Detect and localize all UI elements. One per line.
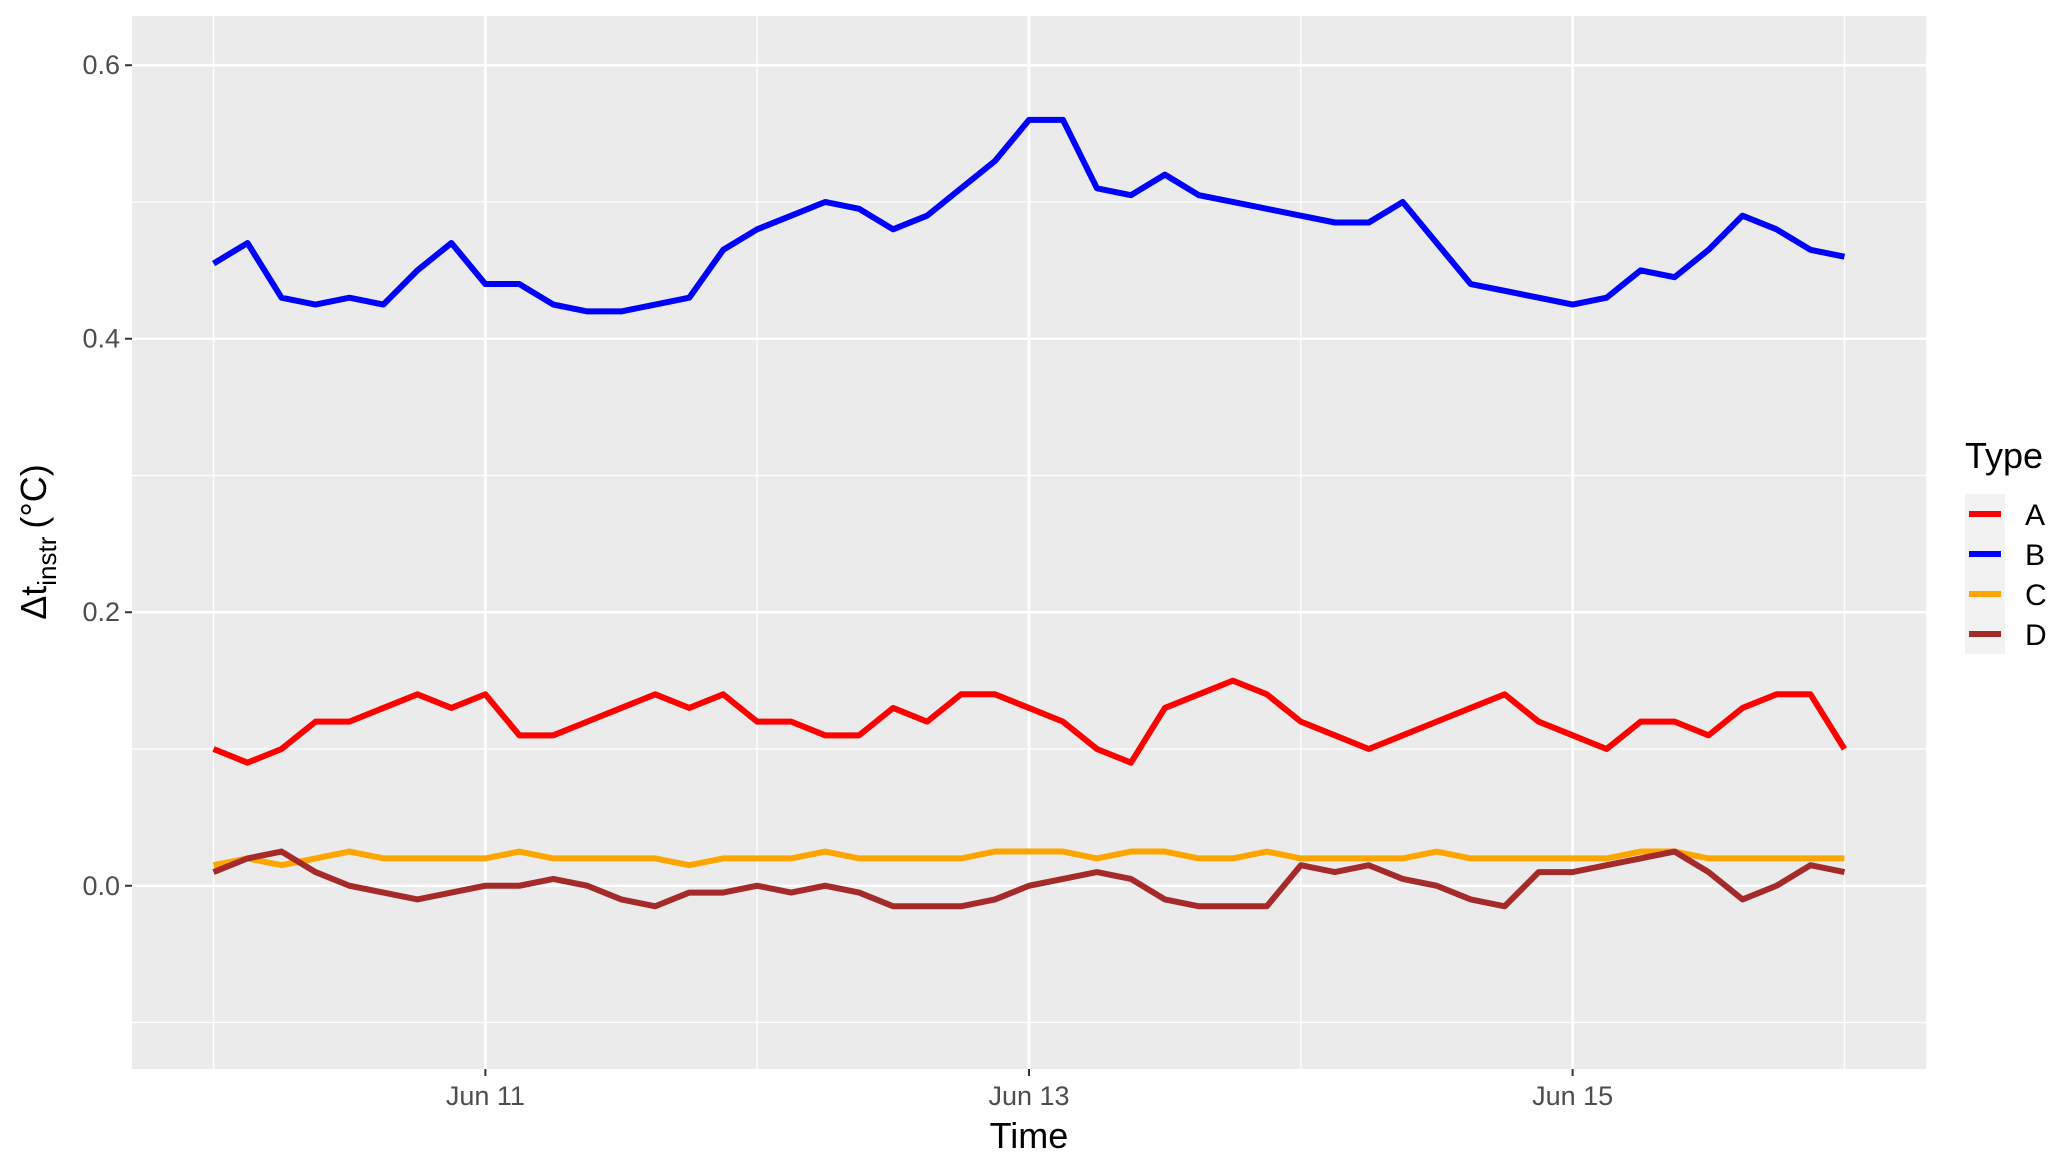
x-axis-title: Time bbox=[990, 1115, 1069, 1156]
axes: Jun 11 Jun 13 Jun 15 0.0 0.2 0.4 0.6 bbox=[82, 50, 1613, 1111]
y-title-main: Δt bbox=[13, 586, 54, 620]
series-line bbox=[212, 848, 1846, 910]
grid bbox=[132, 16, 1926, 1069]
x-tick-label: Jun 13 bbox=[988, 1081, 1069, 1111]
legend-label: D bbox=[2025, 619, 2047, 652]
y-axis-title: Δtinstr (°C) bbox=[13, 464, 62, 620]
y-tick-label: 0.2 bbox=[82, 597, 120, 627]
y-title-unit: (°C) bbox=[13, 464, 54, 528]
legend-label: B bbox=[2025, 539, 2045, 572]
x-tick-label: Jun 15 bbox=[1532, 1081, 1613, 1111]
legend-label: C bbox=[2025, 579, 2047, 612]
y-tick-label: 0.0 bbox=[82, 871, 120, 901]
legend-title: Type bbox=[1965, 435, 2043, 476]
series-line bbox=[212, 677, 1847, 766]
lines bbox=[211, 116, 1847, 910]
series-line bbox=[211, 116, 1846, 315]
series-line bbox=[212, 848, 1845, 869]
y-title-sub: instr bbox=[32, 536, 62, 585]
y-tick-label: 0.4 bbox=[82, 324, 120, 354]
legend-label: A bbox=[2025, 499, 2045, 532]
y-tick-label: 0.6 bbox=[82, 50, 120, 80]
x-tick-label: Jun 11 bbox=[446, 1081, 525, 1111]
